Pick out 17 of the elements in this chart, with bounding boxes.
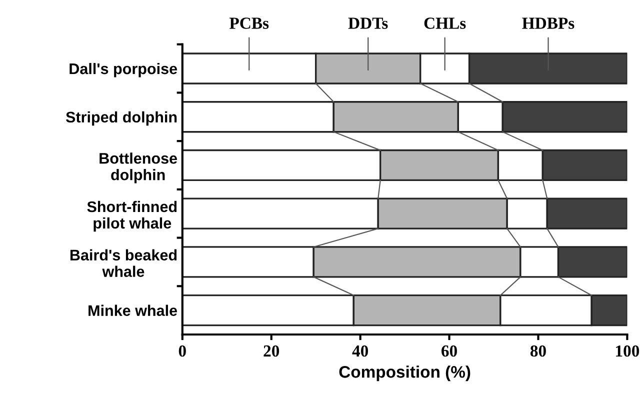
series-label: PCBs [229,18,269,29]
x-tick-label: 40 [352,345,368,357]
x-tick-label: 60 [442,345,457,357]
x-axis-title: Composition (%) [339,366,470,382]
y-tick-label: Bottlenose dolphin [100,152,178,184]
x-tick-label: 20 [264,345,280,357]
series-label: HDBPs [522,18,574,29]
y-tick-label: Baird's beaked whale [70,249,177,277]
y-tick-label: Dall's porpoise [70,62,178,78]
x-tick-label: 100 [616,345,640,357]
x-tick-label: 80 [530,345,546,357]
y-tick-label: Short-finned pilot whale [87,200,177,232]
y-tick-label: Striped dolphin [66,111,177,126]
y-tick-label: Minke whale [88,304,178,316]
series-label: CHLs [424,18,466,29]
series-label: DDTs [348,18,388,29]
x-tick-label: 0 [178,345,186,357]
